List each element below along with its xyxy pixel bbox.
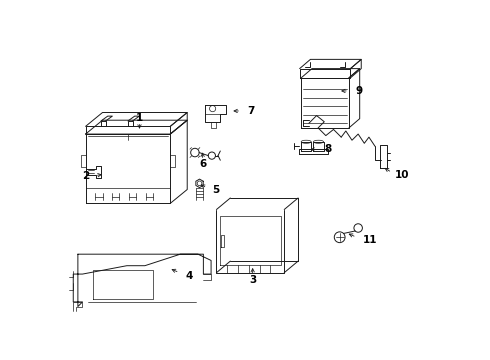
Text: 11: 11 [363,235,377,244]
Text: 2: 2 [82,171,89,181]
Text: 1: 1 [136,113,143,123]
Text: 7: 7 [247,106,255,116]
Text: 4: 4 [186,271,193,281]
Text: 10: 10 [395,170,410,180]
Text: 6: 6 [199,159,206,169]
Text: 5: 5 [213,185,220,195]
Text: 3: 3 [249,275,256,285]
Text: 9: 9 [355,86,362,96]
Text: 8: 8 [324,144,332,154]
